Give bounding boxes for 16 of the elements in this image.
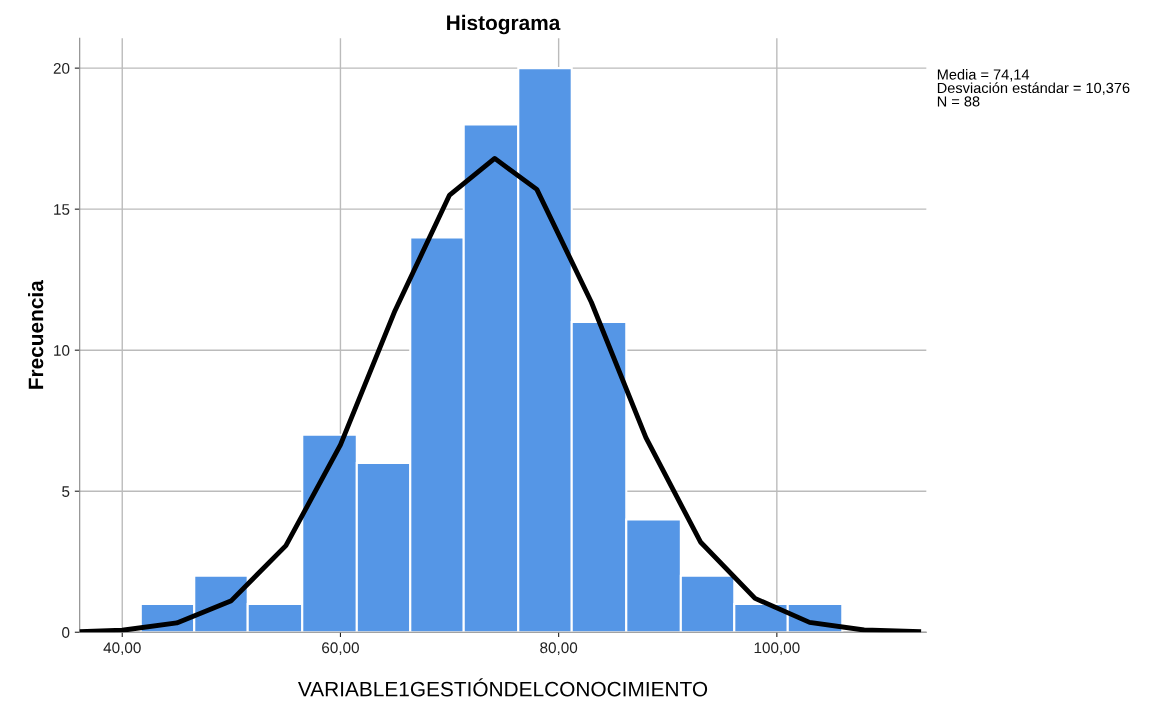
x-axis-title: VARIABLE1GESTIÓNDELCONOCIMIENTO xyxy=(297,678,708,697)
text: N = 88 xyxy=(937,96,980,107)
y-tick-label: 20 xyxy=(53,63,70,74)
text: Media = 74,14 xyxy=(937,68,1030,82)
y-tick-label: 0 xyxy=(62,627,70,638)
x-tick-label: 60,00 xyxy=(322,642,359,655)
y-tick-label: 5 xyxy=(62,486,70,497)
line-series xyxy=(79,155,922,633)
y-tick-label: 15 xyxy=(54,204,70,215)
chart-title: Histograma xyxy=(447,14,561,35)
y-axis-title: Frecuencia xyxy=(28,280,44,389)
text: Desviación estándar = 10,376 xyxy=(937,82,1130,95)
x-tick-label: 40,00 xyxy=(103,642,141,655)
y-tick-label: 10 xyxy=(54,345,70,356)
x-tick-label: 80,00 xyxy=(540,642,578,655)
x-tick-label: 100,00 xyxy=(754,642,800,655)
